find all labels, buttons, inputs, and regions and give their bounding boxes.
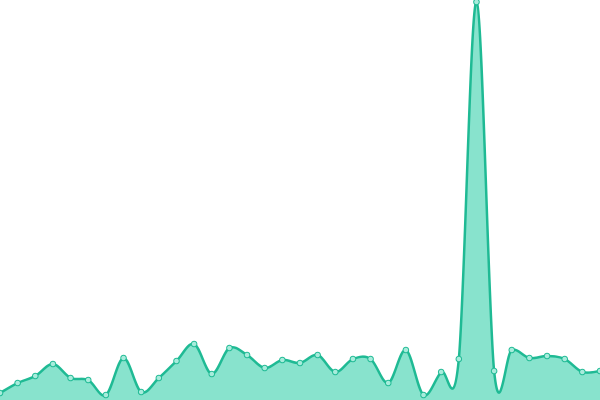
- point: [455, 355, 463, 363]
- point: [243, 351, 251, 359]
- point: [120, 354, 127, 362]
- point: [49, 360, 57, 368]
- point: [14, 379, 21, 387]
- point: [102, 391, 110, 399]
- point: [137, 388, 145, 396]
- point: [526, 354, 533, 362]
- point: [349, 355, 357, 363]
- point: [173, 357, 180, 365]
- point: [384, 379, 392, 387]
- point: [596, 367, 600, 375]
- point: [420, 391, 427, 399]
- point: [67, 374, 74, 382]
- point: [473, 0, 480, 6]
- point: [367, 355, 374, 363]
- point: [261, 364, 269, 372]
- point: [490, 367, 498, 375]
- point: [226, 344, 233, 352]
- point: [561, 355, 569, 363]
- point: [296, 359, 304, 367]
- point: [331, 368, 339, 376]
- point: [402, 346, 410, 354]
- point: [155, 374, 163, 382]
- point: [0, 389, 4, 397]
- point: [84, 376, 92, 384]
- point: [508, 346, 516, 354]
- point: [208, 370, 216, 378]
- point: [279, 356, 286, 364]
- point: [31, 372, 39, 380]
- point: [190, 340, 198, 348]
- point: [543, 352, 551, 360]
- point: [437, 368, 445, 376]
- point: [314, 351, 321, 359]
- point: [579, 368, 586, 376]
